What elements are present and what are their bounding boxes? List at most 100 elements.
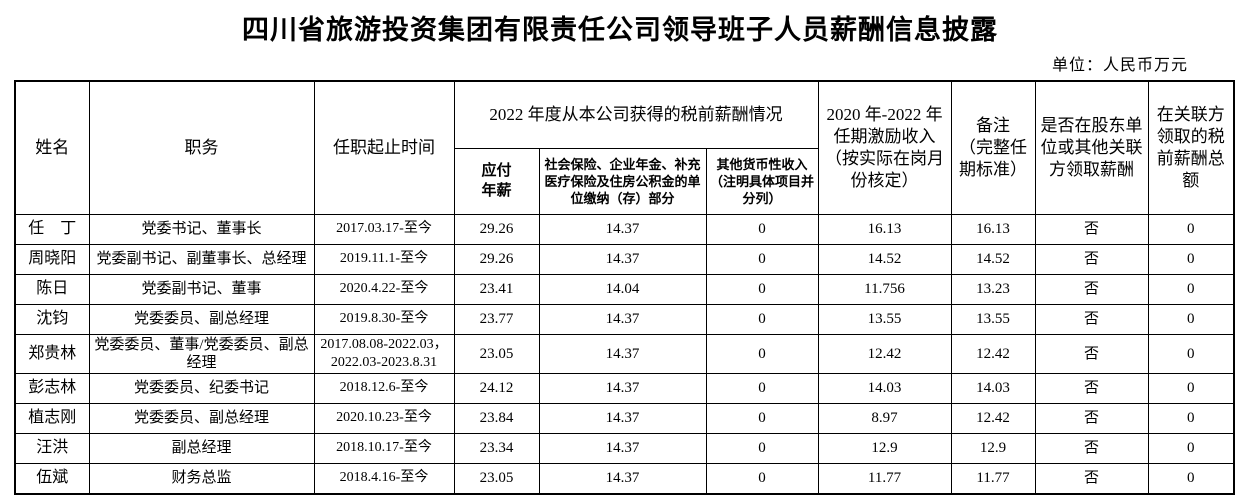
table-cell: 党委副书记、副董事长、总经理 — [88, 243, 315, 275]
table-cell: 8.97 — [817, 402, 952, 434]
table-cell: 0 — [1147, 432, 1235, 464]
table-cell: 0 — [1147, 273, 1235, 305]
table-cell: 0 — [1147, 213, 1235, 245]
header-salary-2022-group: 2022 年度从本公司获得的税前薪酬情况 — [453, 80, 819, 149]
table-cell: 23.05 — [453, 333, 540, 374]
table-cell: 14.37 — [538, 402, 707, 434]
table-cell: 11.756 — [817, 273, 952, 305]
table-cell: 植志刚 — [14, 402, 90, 434]
table-row: 陈日 党委副书记、董事 2020.4.22-至今 23.41 14.04 0 11.756 1… — [14, 273, 1235, 305]
table-cell: 14.03 — [950, 372, 1036, 404]
table-row: 任 丁党委书记、董事长 2017.03.17-至今 29.26 14.37 0 16.13… — [14, 213, 1235, 245]
table-cell: 23.84 — [453, 402, 540, 434]
table-cell: 否 — [1034, 333, 1149, 374]
table-cell: 否 — [1034, 372, 1149, 404]
table-cell: 财务总监 — [88, 462, 315, 494]
table-cell: 否 — [1034, 213, 1149, 245]
table-cell: 2017.08.08-2022.03， 2022.03-2023.8.31 — [313, 333, 455, 374]
page-title: 四川省旅游投资集团有限责任公司领导班子人员薪酬信息披露 — [242, 15, 998, 45]
header-other-income: 其他货币性收入（注明具体项目并分列） — [705, 147, 819, 215]
header-row-1: 姓名 职务 任职起止时间 2022 年度从本公司获得的税前薪酬情况 2020 年… — [14, 80, 1235, 215]
table-cell: 14.04 — [538, 273, 707, 305]
table-cell: 16.13 — [817, 213, 952, 245]
table-cell: 14.37 — [538, 432, 707, 464]
table-row: 郑贵林 党委委员、董事/党委委员、副总经理 2017.08.08-2022.03， … — [14, 333, 1235, 374]
table-cell: 23.77 — [453, 303, 540, 335]
table-cell: 0 — [705, 402, 819, 434]
table-cell: 0 — [1147, 333, 1235, 374]
table-cell: 2018.10.17-至今 — [313, 432, 455, 464]
table-cell: 2020.4.22-至今 — [313, 273, 455, 305]
table-cell: 14.52 — [950, 243, 1036, 275]
table-cell: 12.42 — [950, 333, 1036, 374]
header-insurance: 社会保险、企业年金、补充医疗保险及住房公积金的单位缴纳（存）部分 — [538, 147, 707, 215]
table-cell: 14.37 — [538, 372, 707, 404]
table-cell: 0 — [1147, 462, 1235, 494]
table-cell: 党委委员、纪委书记 — [88, 372, 315, 404]
header-related-party-question: 是否在股东单位或其他关联方领取薪酬 — [1034, 80, 1149, 215]
table-cell: 12.42 — [817, 333, 952, 374]
table-row: 沈钧 党委委员、副总经理 2019.8.30-至今 23.77 14.37 0 13.55 1… — [14, 303, 1235, 335]
table-cell: 伍斌 — [14, 462, 90, 494]
table-cell: 14.37 — [538, 243, 707, 275]
table-cell: 11.77 — [950, 462, 1036, 494]
table-cell: 14.03 — [817, 372, 952, 404]
header-term: 任职起止时间 — [313, 80, 455, 215]
table-cell: 12.9 — [817, 432, 952, 464]
table-cell: 23.34 — [453, 432, 540, 464]
table-cell: 16.13 — [950, 213, 1036, 245]
table-cell: 党委委员、董事/党委委员、副总经理 — [88, 333, 315, 374]
table-cell: 0 — [1147, 372, 1235, 404]
table-cell: 29.26 — [453, 213, 540, 245]
table-cell: 党委副书记、董事 — [88, 273, 315, 305]
header-name: 姓名 — [14, 80, 90, 215]
header-payable-salary: 应付 年薪 — [453, 147, 540, 215]
header-incentive: 2020 年-2022 年任期激励收入（按实际在岗月份核定） — [817, 80, 952, 215]
table-cell: 0 — [705, 333, 819, 374]
table-cell: 副总经理 — [88, 432, 315, 464]
table-cell: 0 — [705, 243, 819, 275]
table-cell: 2020.10.23-至今 — [313, 402, 455, 434]
table-cell: 0 — [705, 213, 819, 245]
header-remark: 备注 （完整任期标准） — [950, 80, 1036, 215]
table-cell: 否 — [1034, 243, 1149, 275]
table-cell: 汪洪 — [14, 432, 90, 464]
table-row: 植志刚 党委委员、副总经理 2020.10.23-至今 23.84 14.37 0 8.97… — [14, 402, 1235, 434]
table-cell: 0 — [1147, 243, 1235, 275]
table-cell: 0 — [705, 273, 819, 305]
table-cell: 周晓阳 — [14, 243, 90, 275]
table-cell: 2017.03.17-至今 — [313, 213, 455, 245]
table-cell: 0 — [705, 303, 819, 335]
table-cell: 13.23 — [950, 273, 1036, 305]
table-cell: 14.37 — [538, 303, 707, 335]
unit-note: 单位：人民币万元 — [1051, 57, 1188, 74]
table-cell: 14.37 — [538, 462, 707, 494]
table-cell: 2018.12.6-至今 — [313, 372, 455, 404]
table-cell: 14.37 — [538, 333, 707, 374]
table-cell: 23.05 — [453, 462, 540, 494]
table-cell: 29.26 — [453, 243, 540, 275]
table-cell: 14.52 — [817, 243, 952, 275]
table-cell: 23.41 — [453, 273, 540, 305]
table-cell: 13.55 — [950, 303, 1036, 335]
table-cell: 否 — [1034, 402, 1149, 434]
table-cell: 2019.11.1-至今 — [313, 243, 455, 275]
table-cell: 否 — [1034, 303, 1149, 335]
table-cell: 郑贵林 — [14, 333, 90, 374]
table-cell: 0 — [705, 432, 819, 464]
table-row: 周晓阳 党委副书记、副董事长、总经理 2019.11.1-至今 29.26 14.37 0… — [14, 243, 1235, 275]
table-cell: 14.37 — [538, 213, 707, 245]
table-cell: 24.12 — [453, 372, 540, 404]
table-cell: 党委委员、副总经理 — [88, 402, 315, 434]
table-cell: 陈日 — [14, 273, 90, 305]
table-row: 彭志林 党委委员、纪委书记 2018.12.6-至今 24.12 14.37 0 14.03… — [14, 372, 1235, 404]
table-cell: 11.77 — [817, 462, 952, 494]
table-cell: 12.9 — [950, 432, 1036, 464]
table-body: 任 丁党委书记、董事长 2017.03.17-至今 29.26 14.37 0 16.13… — [14, 213, 1235, 494]
table-row: 汪洪 副总经理 2018.10.17-至今 23.34 14.37 0 12.9 12.9 否 0 — [14, 432, 1235, 464]
table-cell: 2019.8.30-至今 — [313, 303, 455, 335]
header-position: 职务 — [88, 80, 315, 215]
table-cell: 2018.4.16-至今 — [313, 462, 455, 494]
table-cell: 否 — [1034, 273, 1149, 305]
table-cell: 彭志林 — [14, 372, 90, 404]
